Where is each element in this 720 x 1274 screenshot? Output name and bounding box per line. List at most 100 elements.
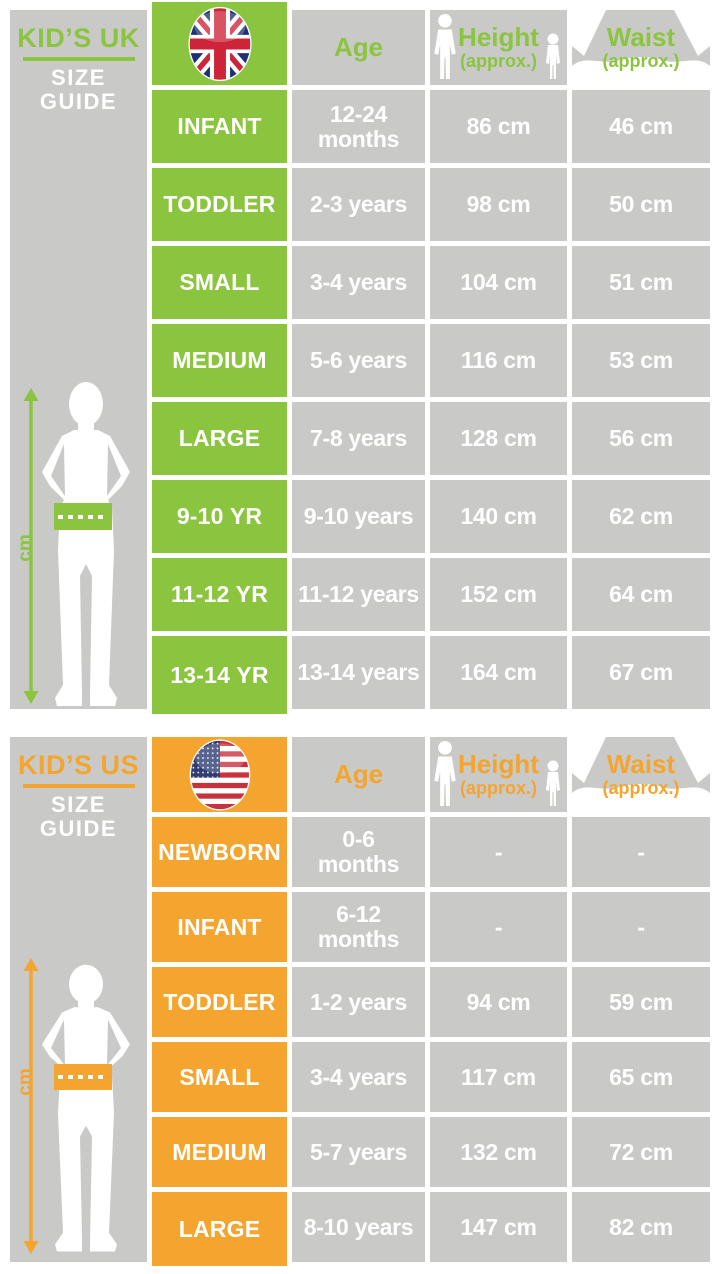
uk-r6-age: 11-12 years (292, 558, 425, 631)
us-r0-height: - (430, 817, 567, 887)
uk-r7-age: 13-14 years (292, 636, 425, 709)
us-r1-size: INFANT (152, 892, 287, 962)
us-age-header-label: Age (333, 759, 384, 789)
us-flag-cell (152, 737, 287, 812)
uk-r0-age: 12-24 months (292, 90, 425, 163)
us-cm-label: cm (15, 1068, 36, 1096)
uk-r1-height: 98 cm (430, 168, 567, 241)
uk-r5-height: 140 cm (430, 480, 567, 553)
us-r5-height: 147 cm (430, 1192, 567, 1262)
uk-r7-size: 13-14 YR (152, 636, 287, 714)
uk-title-line1: KID’S UK (17, 23, 140, 53)
us-r0-size: NEWBORN (152, 817, 287, 887)
uk-waist-band (54, 503, 112, 530)
us-flag-icon (189, 738, 250, 811)
uk-r4-size: LARGE (152, 402, 287, 475)
us-r3-age: 3-4 years (292, 1042, 425, 1112)
uk-r1-size: TODDLER (152, 168, 287, 241)
us-r5-age: 8-10 years (292, 1192, 425, 1262)
us-height-header: Height (approx.) (430, 737, 567, 812)
us-height-approx-label: (approx.) (459, 778, 537, 798)
uk-r0-height: 86 cm (430, 90, 567, 163)
us-title-line2: SIZE GUIDE (39, 792, 118, 841)
uk-waist-approx-label: (approx.) (602, 51, 680, 71)
us-r2-age: 1-2 years (292, 967, 425, 1037)
uk-r2-age: 3-4 years (292, 246, 425, 319)
waist-closeup-silhouette (572, 10, 710, 85)
uk-title-line2: SIZE GUIDE (39, 65, 118, 114)
uk-r1-age: 2-3 years (292, 168, 425, 241)
uk-height-header: Height (approx.) (430, 10, 567, 85)
waist-band-dashes (58, 1075, 108, 1079)
height-arrow-icon (23, 388, 39, 704)
uk-height-approx-label: (approx.) (459, 51, 537, 71)
us-r2-size: TODDLER (152, 967, 287, 1037)
uk-r7-height: 164 cm (430, 636, 567, 709)
us-r2-height: 94 cm (430, 967, 567, 1037)
uk-flag-icon (187, 6, 252, 81)
uk-left-panel: KID’S UK SIZE GUIDE cm (10, 10, 147, 709)
height-arrow-icon (23, 958, 39, 1254)
us-age-header: Age (292, 737, 425, 812)
uk-r0-waist: 46 cm (572, 90, 710, 163)
uk-age-header-label: Age (333, 32, 384, 62)
uk-title-divider (22, 57, 135, 61)
us-r1-height: - (430, 892, 567, 962)
uk-r4-waist: 56 cm (572, 402, 710, 475)
child-silhouette-icon (546, 33, 560, 79)
uk-r2-height: 104 cm (430, 246, 567, 319)
uk-r1-waist: 50 cm (572, 168, 710, 241)
us-left-panel: KID’S US SIZE GUIDE cm (10, 737, 147, 1262)
waist-band-dashes (58, 514, 108, 519)
uk-r5-waist: 62 cm (572, 480, 710, 553)
us-r3-height: 117 cm (430, 1042, 567, 1112)
uk-r2-waist: 51 cm (572, 246, 710, 319)
us-r3-size: SMALL (152, 1042, 287, 1112)
us-r1-waist: - (572, 892, 710, 962)
uk-r0-size: INFANT (152, 90, 287, 163)
uk-waist-header-label: Waist (606, 22, 676, 52)
uk-title-block: KID’S UK SIZE GUIDE (10, 24, 147, 114)
kid-body-silhouette (42, 964, 130, 1252)
us-r5-waist: 82 cm (572, 1192, 710, 1262)
uk-r6-height: 152 cm (430, 558, 567, 631)
adult-silhouette-icon (434, 13, 456, 80)
uk-r6-waist: 64 cm (572, 558, 710, 631)
adult-silhouette-icon (434, 740, 456, 807)
uk-waist-header: Waist (approx.) (572, 10, 710, 85)
uk-r2-size: SMALL (152, 246, 287, 319)
uk-age-header: Age (292, 10, 425, 85)
uk-r5-size: 9-10 YR (152, 480, 287, 553)
kid-body-silhouette (42, 382, 130, 706)
child-silhouette-icon (546, 760, 560, 806)
us-r4-age: 5-7 years (292, 1117, 425, 1187)
uk-r6-size: 11-12 YR (152, 558, 287, 631)
us-r2-waist: 59 cm (572, 967, 710, 1037)
uk-r3-size: MEDIUM (152, 324, 287, 397)
us-r4-height: 132 cm (430, 1117, 567, 1187)
uk-r4-age: 7-8 years (292, 402, 425, 475)
uk-r5-age: 9-10 years (292, 480, 425, 553)
us-r0-waist: - (572, 817, 710, 887)
us-waist-header-label: Waist (606, 749, 676, 779)
us-r3-waist: 65 cm (572, 1042, 710, 1112)
uk-r4-height: 128 cm (430, 402, 567, 475)
us-r4-size: MEDIUM (152, 1117, 287, 1187)
us-r4-waist: 72 cm (572, 1117, 710, 1187)
us-waist-band (54, 1064, 112, 1090)
uk-height-header-label: Height (458, 22, 539, 52)
us-r1-age: 6-12 months (292, 892, 425, 962)
us-r5-size: LARGE (152, 1192, 287, 1266)
us-title-divider (22, 784, 135, 788)
uk-r3-height: 116 cm (430, 324, 567, 397)
uk-r3-age: 5-6 years (292, 324, 425, 397)
us-title-block: KID’S US SIZE GUIDE (10, 751, 147, 841)
uk-flag-cell (152, 2, 287, 85)
uk-cm-label: cm (15, 534, 36, 562)
uk-r7-waist: 67 cm (572, 636, 710, 709)
us-title-line1: KID’S US (17, 750, 140, 780)
us-waist-header: Waist (approx.) (572, 737, 710, 812)
us-r0-age: 0-6 months (292, 817, 425, 887)
us-waist-approx-label: (approx.) (602, 778, 680, 798)
